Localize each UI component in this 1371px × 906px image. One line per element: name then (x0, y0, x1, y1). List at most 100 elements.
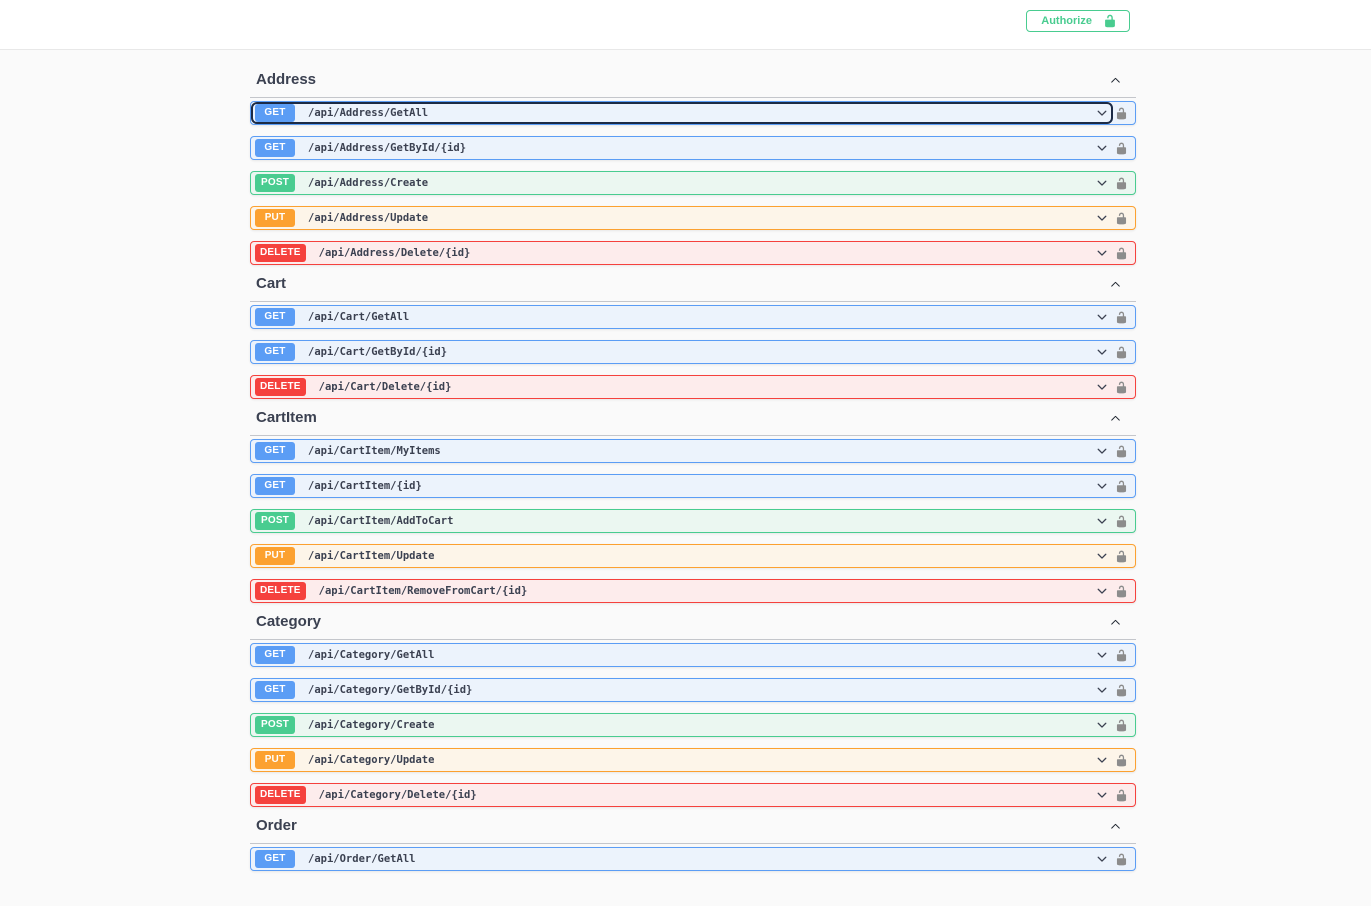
endpoint-summary-button[interactable]: GET /api/Category/GetAll (251, 644, 1113, 666)
tag-header[interactable]: Address (250, 72, 1136, 98)
endpoint-row: GET /api/Category/GetAll (250, 643, 1136, 667)
chevron-down-icon (1095, 648, 1109, 662)
endpoint-auth-button[interactable] (1113, 172, 1135, 194)
method-badge: DELETE (255, 786, 306, 804)
endpoint-summary-button[interactable]: GET /api/Cart/GetById/{id} (251, 341, 1113, 363)
endpoint-summary-button[interactable]: POST /api/CartItem/AddToCart (251, 510, 1113, 532)
endpoint-summary-button[interactable]: GET /api/Address/GetById/{id} (251, 137, 1113, 159)
endpoint-row: DELETE /api/CartItem/RemoveFromCart/{id} (250, 579, 1136, 603)
method-badge: GET (255, 477, 295, 495)
endpoint-row: DELETE /api/Category/Delete/{id} (250, 783, 1136, 807)
endpoint-row: PUT /api/CartItem/Update (250, 544, 1136, 568)
endpoint-auth-button[interactable] (1113, 306, 1135, 328)
top-bar: Authorize (0, 0, 1371, 50)
endpoint-row: POST /api/Address/Create (250, 171, 1136, 195)
method-badge: POST (255, 512, 295, 530)
endpoint-summary-button[interactable]: GET /api/CartItem/{id} (251, 475, 1113, 497)
endpoint-summary-button[interactable]: GET /api/Category/GetById/{id} (251, 679, 1113, 701)
section-collapse-button[interactable] (1109, 412, 1122, 425)
method-badge: PUT (255, 209, 295, 227)
unlock-icon (1115, 480, 1128, 493)
endpoint-path: /api/CartItem/Update (308, 550, 435, 562)
authorize-button[interactable]: Authorize (1026, 10, 1130, 32)
endpoint-path: /api/Address/GetById/{id} (308, 142, 467, 154)
endpoint-row: GET /api/CartItem/{id} (250, 474, 1136, 498)
endpoint-row: DELETE /api/Cart/Delete/{id} (250, 375, 1136, 399)
method-badge: GET (255, 681, 295, 699)
unlock-icon (1115, 550, 1128, 563)
section-collapse-button[interactable] (1109, 616, 1122, 629)
unlock-icon (1115, 585, 1128, 598)
section-collapse-button[interactable] (1109, 278, 1122, 291)
tag-header[interactable]: Order (250, 818, 1136, 844)
endpoint-auth-button[interactable] (1113, 644, 1135, 666)
endpoint-summary-button[interactable]: PUT /api/CartItem/Update (251, 545, 1113, 567)
endpoint-summary-button[interactable]: DELETE /api/CartItem/RemoveFromCart/{id} (251, 580, 1113, 602)
endpoint-auth-button[interactable] (1113, 679, 1135, 701)
unlock-icon (1115, 381, 1128, 394)
section-collapse-button[interactable] (1109, 74, 1122, 87)
method-badge: POST (255, 174, 295, 192)
endpoint-path: /api/Address/Create (308, 177, 429, 189)
endpoint-auth-button[interactable] (1113, 510, 1135, 532)
chevron-down-icon (1095, 514, 1109, 528)
method-badge: GET (255, 442, 295, 460)
endpoint-row: GET /api/Cart/GetAll (250, 305, 1136, 329)
endpoint-auth-button[interactable] (1113, 749, 1135, 771)
endpoint-auth-button[interactable] (1113, 242, 1135, 264)
tag-header[interactable]: CartItem (250, 410, 1136, 436)
endpoint-auth-button[interactable] (1113, 580, 1135, 602)
endpoint-path: /api/Address/Delete/{id} (318, 247, 471, 259)
endpoint-summary-button[interactable]: POST /api/Category/Create (251, 714, 1113, 736)
endpoint-auth-button[interactable] (1113, 137, 1135, 159)
tag-operations: GET /api/CartItem/MyItems GET /api/CartI… (250, 439, 1136, 603)
method-badge: GET (255, 104, 295, 122)
endpoint-summary-button[interactable]: DELETE /api/Category/Delete/{id} (251, 784, 1113, 806)
endpoint-auth-button[interactable] (1113, 102, 1135, 124)
endpoint-summary-button[interactable]: PUT /api/Address/Update (251, 207, 1113, 229)
unlock-icon (1115, 789, 1128, 802)
endpoint-auth-button[interactable] (1113, 440, 1135, 462)
tag-section: Order GET /api/Order/GetAll (250, 818, 1136, 871)
tag-operations: GET /api/Cart/GetAll GET /api/Cart/GetBy… (250, 305, 1136, 399)
tag-operations: GET /api/Order/GetAll (250, 847, 1136, 871)
endpoint-auth-button[interactable] (1113, 784, 1135, 806)
unlock-icon (1115, 107, 1128, 120)
endpoint-auth-button[interactable] (1113, 714, 1135, 736)
chevron-up-icon (1109, 74, 1122, 87)
chevron-down-icon (1095, 718, 1109, 732)
tag-header[interactable]: Cart (250, 276, 1136, 302)
unlock-icon (1115, 142, 1128, 155)
endpoint-summary-button[interactable]: DELETE /api/Cart/Delete/{id} (251, 376, 1113, 398)
endpoint-summary-button[interactable]: GET /api/Order/GetAll (251, 848, 1113, 870)
endpoint-auth-button[interactable] (1113, 848, 1135, 870)
endpoint-summary-button[interactable]: PUT /api/Category/Update (251, 749, 1113, 771)
chevron-down-icon (1095, 211, 1109, 225)
tag-section: Category GET /api/Category/GetAll (250, 614, 1136, 807)
tag-header[interactable]: Category (250, 614, 1136, 640)
endpoint-auth-button[interactable] (1113, 341, 1135, 363)
chevron-down-icon (1095, 549, 1109, 563)
endpoint-auth-button[interactable] (1113, 207, 1135, 229)
endpoint-auth-button[interactable] (1113, 475, 1135, 497)
endpoint-summary-button[interactable]: POST /api/Address/Create (251, 172, 1113, 194)
endpoint-auth-button[interactable] (1113, 545, 1135, 567)
chevron-down-icon (1095, 345, 1109, 359)
endpoint-path: /api/CartItem/AddToCart (308, 515, 454, 527)
endpoint-path: /api/Order/GetAll (308, 853, 416, 865)
chevron-down-icon (1095, 246, 1109, 260)
unlock-icon (1103, 14, 1117, 28)
endpoint-summary-button[interactable]: GET /api/Address/GetAll (251, 102, 1113, 124)
endpoint-summary-button[interactable]: GET /api/CartItem/MyItems (251, 440, 1113, 462)
endpoint-path: /api/Cart/GetAll (308, 311, 410, 323)
endpoint-path: /api/Cart/GetById/{id} (308, 346, 448, 358)
method-badge: GET (255, 343, 295, 361)
endpoint-summary-button[interactable]: DELETE /api/Address/Delete/{id} (251, 242, 1113, 264)
endpoint-path: /api/Category/Update (308, 754, 435, 766)
tag-operations: GET /api/Address/GetAll GET /api/Address… (250, 101, 1136, 265)
endpoint-auth-button[interactable] (1113, 376, 1135, 398)
authorize-button-label: Authorize (1041, 15, 1092, 27)
section-collapse-button[interactable] (1109, 820, 1122, 833)
endpoint-summary-button[interactable]: GET /api/Cart/GetAll (251, 306, 1113, 328)
method-badge: PUT (255, 751, 295, 769)
